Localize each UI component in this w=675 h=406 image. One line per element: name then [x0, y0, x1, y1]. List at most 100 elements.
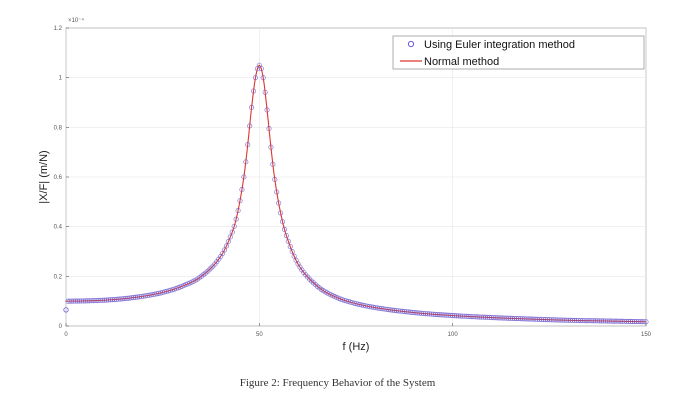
euler-marker — [627, 318, 634, 325]
euler-marker — [486, 314, 492, 321]
euler-marker — [274, 189, 280, 195]
euler-marker — [289, 249, 295, 255]
euler-marker — [469, 314, 475, 320]
euler-marker — [144, 293, 150, 299]
y-tick-label: 0 — [59, 324, 63, 330]
euler-marker — [434, 311, 440, 318]
euler-marker — [552, 317, 558, 323]
euler-marker — [488, 315, 494, 321]
euler-marker — [432, 311, 438, 317]
euler-marker — [544, 317, 550, 323]
euler-marker — [392, 307, 398, 313]
y-tick-label: 1.2 — [54, 26, 63, 32]
euler-marker — [556, 317, 562, 323]
euler-marker — [481, 314, 487, 320]
euler-marker — [419, 310, 425, 316]
euler-marker — [276, 200, 282, 206]
euler-marker — [90, 298, 96, 304]
euler-marker — [511, 315, 518, 322]
euler-marker — [65, 298, 71, 304]
y-tick-label: 0.8 — [54, 125, 63, 131]
euler-marker — [529, 316, 535, 322]
euler-marker — [283, 233, 289, 239]
euler-marker — [473, 314, 479, 320]
euler-marker — [138, 293, 144, 300]
euler-marker — [262, 89, 268, 95]
euler-marker — [252, 75, 259, 81]
euler-marker — [494, 315, 500, 321]
euler-marker — [537, 316, 543, 322]
euler-marker — [533, 316, 539, 322]
euler-marker — [442, 312, 448, 318]
euler-marker — [374, 305, 380, 311]
euler-marker — [125, 295, 131, 301]
euler-marker — [521, 316, 527, 322]
legend-euler-label: Using Euler integration method — [424, 39, 575, 51]
euler-marker — [531, 316, 537, 322]
euler-marker — [571, 317, 578, 323]
euler-marker — [237, 198, 243, 204]
euler-marker — [633, 319, 639, 325]
euler-marker — [546, 317, 552, 323]
euler-marker — [127, 295, 133, 301]
euler-marker — [407, 309, 413, 315]
euler-marker — [133, 294, 139, 300]
euler-marker — [150, 292, 156, 298]
euler-marker — [506, 315, 512, 321]
euler-marker — [562, 317, 568, 323]
euler-marker — [384, 306, 390, 312]
euler-marker — [382, 306, 388, 312]
euler-marker — [100, 297, 106, 303]
euler-marker — [513, 316, 520, 322]
euler-marker — [415, 310, 421, 316]
euler-marker — [156, 290, 162, 296]
euler-marker — [550, 317, 556, 323]
euler-marker — [589, 318, 595, 324]
euler-marker — [417, 310, 423, 316]
euler-marker — [444, 312, 450, 318]
euler-marker — [75, 298, 81, 304]
euler-marker — [67, 298, 73, 304]
euler-marker — [527, 316, 533, 322]
euler-marker — [365, 303, 371, 309]
euler-marker — [641, 319, 647, 325]
euler-marker — [475, 314, 481, 320]
euler-marker — [107, 297, 114, 303]
euler-marker — [484, 314, 491, 320]
euler-marker — [421, 310, 427, 317]
euler-marker — [583, 318, 589, 324]
euler-marker — [591, 318, 597, 324]
euler-marker — [148, 292, 154, 298]
euler-marker — [440, 312, 446, 318]
euler-marker — [579, 318, 585, 324]
euler-marker — [409, 309, 415, 315]
euler-marker — [245, 142, 251, 148]
euler-marker — [573, 317, 579, 324]
euler-marker — [448, 312, 454, 319]
euler-marker — [73, 298, 79, 304]
euler-marker — [235, 208, 241, 214]
euler-marker — [635, 319, 641, 325]
y-axis-label: |X/F| (m/N) — [38, 150, 50, 203]
euler-marker — [247, 123, 253, 129]
euler-marker — [535, 316, 541, 322]
euler-marker — [241, 174, 247, 180]
ticks: 0 50 100 150 0 0.2 0.4 0.6 0.8 1 1.2 — [54, 26, 652, 338]
euler-marker — [279, 219, 286, 225]
euler-marker — [250, 88, 257, 94]
euler-marker — [463, 313, 469, 319]
euler-marker — [405, 309, 411, 315]
euler-marker — [272, 176, 278, 183]
euler-marker — [554, 317, 560, 323]
euler-marker — [523, 316, 529, 322]
euler-marker — [608, 318, 614, 324]
euler-marker — [560, 317, 566, 323]
euler-marker — [575, 317, 581, 324]
euler-marker — [610, 318, 616, 324]
euler-marker — [492, 315, 498, 321]
euler-marker — [105, 297, 112, 303]
euler-marker — [86, 298, 92, 304]
euler-marker — [616, 318, 622, 324]
x-tick-label: 50 — [256, 332, 263, 338]
euler-marker — [69, 298, 75, 304]
